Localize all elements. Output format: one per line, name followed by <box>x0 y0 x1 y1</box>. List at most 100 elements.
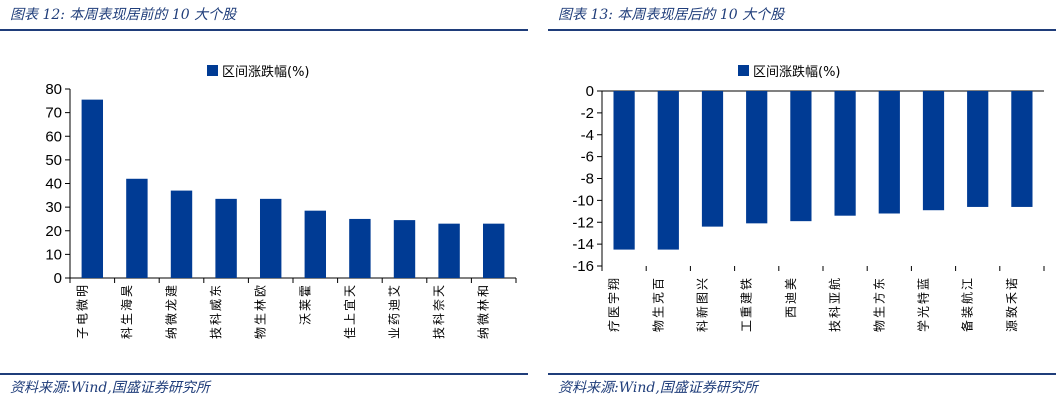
x-tick-label-char: 重 <box>740 306 754 318</box>
x-tick-label-char: 航 <box>960 292 975 304</box>
x-tick-label-char: 铁 <box>740 278 754 290</box>
x-tick-label-char: 美 <box>784 278 798 290</box>
x-tick-label-char: 宇 <box>607 292 621 304</box>
x-tick-label-char: 技 <box>209 327 223 339</box>
x-tick-label-char: 技 <box>432 327 446 339</box>
x-tick-label-char: 兴 <box>696 278 710 290</box>
bar <box>438 223 460 278</box>
y-tick-label: 0 <box>54 270 62 287</box>
bar <box>81 99 104 278</box>
legend-swatch <box>207 65 218 76</box>
x-tick-label-char: 科 <box>828 306 842 318</box>
x-tick-label-char: 翔 <box>607 278 621 290</box>
source-note: 资料来源:Wind,国盛证券研究所 <box>558 380 758 396</box>
bar <box>878 91 900 214</box>
bar <box>922 91 945 211</box>
bar <box>1011 91 1033 207</box>
x-tick-label-char: 沃 <box>298 313 312 325</box>
x-tick-label-char: 生 <box>872 306 886 318</box>
x-tick-label-char: 源 <box>1005 320 1019 332</box>
x-tick-label-char: 物 <box>651 320 665 332</box>
x-tick-label-char: 光 <box>917 306 931 318</box>
source-divider <box>548 373 1056 375</box>
y-tick-label: 30 <box>45 199 62 216</box>
gainers-bar-chart: 区间涨跌幅(%)01020304050607080明微电子昊海生科建龙微纳东威科… <box>45 64 517 339</box>
x-tick-label-char: 江 <box>961 278 975 290</box>
y-tick-label: -2 <box>581 105 594 122</box>
bar <box>482 223 505 278</box>
x-tick-label-char: 迪 <box>784 292 798 304</box>
bar <box>967 91 989 207</box>
x-tick-label-char: 东 <box>209 285 223 297</box>
bar <box>790 91 812 222</box>
legend: 区间涨跌幅(%) <box>207 64 310 80</box>
bar <box>746 91 768 224</box>
y-tick-label: 50 <box>45 152 62 169</box>
x-tick-label-char: 特 <box>916 292 931 304</box>
x-tick-label-char: 航 <box>827 278 842 290</box>
x-tick-label-char: 疗 <box>607 320 621 332</box>
title-divider <box>0 29 528 31</box>
x-tick-label-char: 蓝 <box>917 278 931 290</box>
x-tick-label-char: 西 <box>784 306 798 318</box>
y-tick-label: -6 <box>581 149 594 166</box>
x-tick-label-char: 致 <box>1005 306 1019 318</box>
bar <box>304 210 327 278</box>
y-tick-label: -8 <box>581 171 594 188</box>
figure-title: 图表 13: 本周表现居后的 10 大个股 <box>558 7 785 23</box>
y-tick-label: -10 <box>572 192 594 209</box>
x-tick-label-char: 纳 <box>165 327 179 339</box>
legend-label: 区间涨跌幅(%) <box>753 64 841 80</box>
x-tick-label-char: 禾 <box>1005 292 1019 304</box>
x-tick-label-char: 微 <box>477 313 491 325</box>
x-tick-label-char: 图 <box>696 292 710 304</box>
bar <box>393 220 416 278</box>
x-tick-label-char: 明 <box>75 285 89 297</box>
x-tick-label-char: 备 <box>961 320 975 332</box>
y-tick-label: -16 <box>572 258 594 275</box>
x-tick-label-char: 威 <box>209 299 223 311</box>
bar <box>834 91 856 216</box>
x-tick-label-char: 百 <box>651 278 665 290</box>
x-tick-label-char: 子 <box>75 327 89 339</box>
x-tick-label-char: 业 <box>388 327 402 339</box>
x-tick-label-char: 技 <box>828 320 842 332</box>
x-tick-label-char: 亚 <box>828 292 842 304</box>
y-tick-label: 20 <box>45 223 62 240</box>
y-tick-label: 80 <box>45 81 62 98</box>
bar <box>170 190 193 278</box>
x-tick-label-char: 方 <box>871 292 886 304</box>
x-tick-label-char: 天 <box>432 285 446 297</box>
x-tick-label-char: 上 <box>343 313 357 325</box>
x-tick-label-char: 电 <box>75 313 89 325</box>
x-tick-label-char: 艾 <box>388 285 402 297</box>
x-tick-label: 霍莱沃 <box>298 285 312 325</box>
x-tick-label-char: 纳 <box>477 327 491 339</box>
bar <box>126 178 148 278</box>
x-tick-label-char: 医 <box>607 306 621 318</box>
x-tick-label-char: 生 <box>651 306 665 318</box>
x-tick-label-char: 生 <box>120 313 134 325</box>
x-tick-label-char: 奈 <box>432 299 446 311</box>
x-tick-label-char: 宜 <box>342 299 357 311</box>
source-divider <box>0 373 528 375</box>
y-tick-label: 60 <box>45 128 62 145</box>
bar <box>701 91 724 227</box>
x-tick-label-char: 佳 <box>343 327 357 339</box>
x-tick-label-char: 诺 <box>1005 278 1019 290</box>
y-tick-label: 10 <box>45 246 62 263</box>
bar <box>613 91 635 250</box>
x-tick-label-char: 天 <box>343 285 357 297</box>
x-tick-label-char: 科 <box>209 313 223 325</box>
